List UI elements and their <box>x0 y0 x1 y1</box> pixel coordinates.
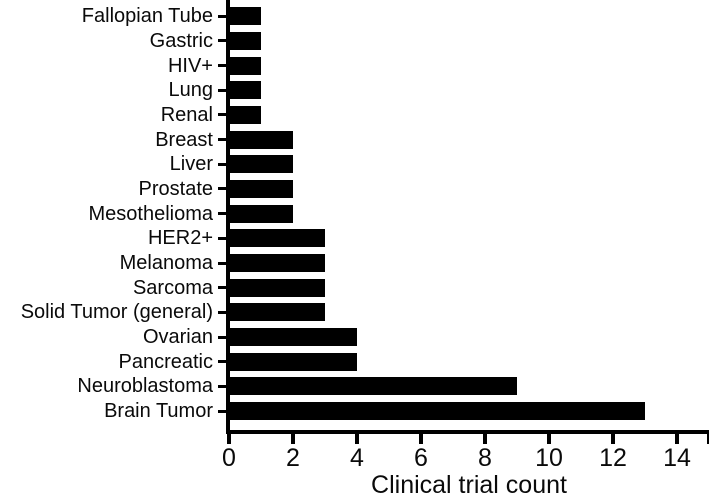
bar <box>230 229 325 247</box>
bar <box>230 180 293 198</box>
category-label: Renal <box>160 104 213 126</box>
category-label: Mesothelioma <box>88 203 213 225</box>
category-label: Brain Tumor <box>104 400 213 422</box>
category-label: HIV+ <box>167 55 213 77</box>
x-tick-label: 12 <box>599 444 627 472</box>
y-tick <box>218 360 226 363</box>
bar <box>230 328 357 346</box>
bar <box>230 155 293 173</box>
x-tick-label: 6 <box>414 444 428 472</box>
y-tick <box>218 212 226 215</box>
category-label: Breast <box>155 129 213 151</box>
y-tick <box>218 311 226 314</box>
x-tick-label: 10 <box>535 444 563 472</box>
x-tick-label: 8 <box>478 444 492 472</box>
x-tick <box>675 430 679 444</box>
y-tick <box>218 262 226 265</box>
x-tick <box>611 430 615 444</box>
x-tick <box>227 430 231 444</box>
y-axis-line <box>226 0 230 434</box>
bar <box>230 205 293 223</box>
y-tick <box>218 410 226 413</box>
bar <box>230 279 325 297</box>
x-tick-label: 0 <box>222 444 236 472</box>
category-label: Lung <box>168 79 214 101</box>
bar <box>230 402 645 420</box>
x-tick <box>419 430 423 444</box>
x-tick-label: 14 <box>663 444 691 472</box>
category-label: Ovarian <box>142 326 213 348</box>
bar <box>230 303 325 321</box>
y-tick <box>218 15 226 18</box>
y-tick <box>218 187 226 190</box>
y-tick <box>218 336 226 339</box>
y-tick <box>218 39 226 42</box>
category-label: Liver <box>169 153 213 175</box>
category-label: Solid Tumor (general) <box>20 301 213 323</box>
x-tick <box>707 430 709 444</box>
category-label: Sarcoma <box>132 277 213 299</box>
y-tick <box>218 64 226 67</box>
x-tick <box>547 430 551 444</box>
category-label: HER2+ <box>147 227 213 249</box>
bar <box>230 57 261 75</box>
bar <box>230 81 261 99</box>
bar <box>230 106 261 124</box>
x-tick <box>355 430 359 444</box>
category-label: Prostate <box>138 178 213 200</box>
y-tick <box>218 286 226 289</box>
y-tick <box>218 89 226 92</box>
category-label: Neuroblastoma <box>77 375 213 397</box>
y-tick <box>218 385 226 388</box>
category-label: Gastric <box>149 30 213 52</box>
category-label: Melanoma <box>119 252 213 274</box>
x-tick <box>483 430 487 444</box>
category-label: Pancreatic <box>118 351 214 373</box>
bar <box>230 32 261 50</box>
bar <box>230 377 517 395</box>
y-tick <box>218 113 226 116</box>
bar <box>230 7 261 25</box>
x-axis-line <box>226 430 709 434</box>
y-tick <box>218 163 226 166</box>
bar <box>230 353 357 371</box>
y-tick <box>218 237 226 240</box>
x-tick <box>291 430 295 444</box>
bar <box>230 254 325 272</box>
bar <box>230 131 293 149</box>
x-axis-title: Clinical trial count <box>371 471 567 499</box>
category-label: Fallopian Tube <box>81 5 213 27</box>
x-tick-label: 4 <box>350 444 364 472</box>
y-tick <box>218 138 226 141</box>
x-tick-label: 2 <box>286 444 300 472</box>
